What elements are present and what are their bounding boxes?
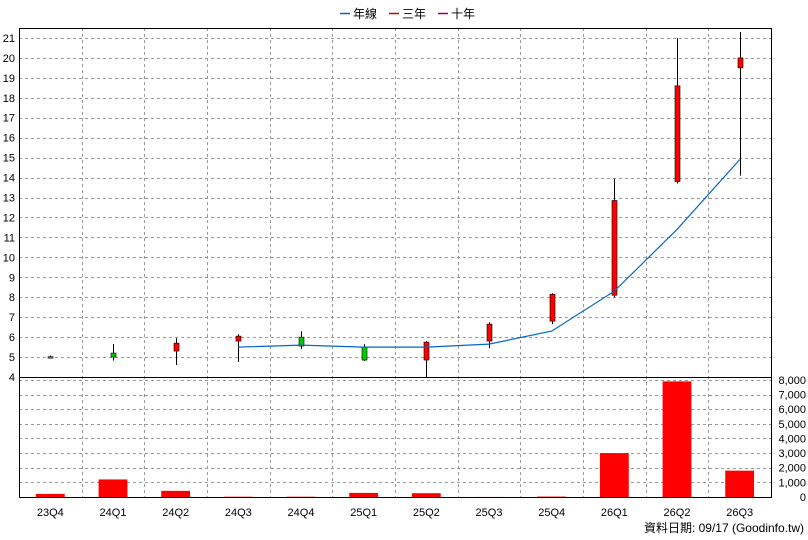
price-tick-label: 21 <box>3 33 15 45</box>
candle-body <box>361 346 368 361</box>
volume-bar <box>349 492 379 497</box>
volume-bar <box>161 490 191 497</box>
price-tick-label: 16 <box>3 133 15 145</box>
legend-label: 三年 <box>402 7 426 21</box>
x-tick-label: 26Q3 <box>726 507 753 519</box>
volume-bar <box>599 453 629 497</box>
price-tick-label: 14 <box>3 173 15 185</box>
volume-bar <box>411 493 441 497</box>
candle-body <box>298 336 305 347</box>
candle-body <box>110 352 117 358</box>
source-footnote: 資料日期: 09/17 (Goodinfo.tw) <box>644 521 804 535</box>
volume-tick-label: 5,000 <box>778 419 806 431</box>
volume-tick-label: 1,000 <box>778 477 806 489</box>
plot-border <box>19 28 772 498</box>
legend-label: 十年 <box>451 7 475 21</box>
price-tick-label: 19 <box>3 73 15 85</box>
volume-axis: 0 1,000 2,000 3,000 4,000 5,000 6,000 7,000 8,00… <box>778 375 806 504</box>
price-tick-label: 17 <box>3 113 15 125</box>
x-tick-label: 24Q1 <box>100 507 127 519</box>
candles <box>47 31 744 378</box>
volume-bars <box>35 381 755 498</box>
price-tick-label: 5 <box>9 352 15 364</box>
x-tick-label: 23Q4 <box>37 507 64 519</box>
x-tick-label: 24Q3 <box>225 507 252 519</box>
price-tick-label: 11 <box>4 232 15 244</box>
x-tick-label: 25Q2 <box>413 507 440 519</box>
price-tick-label: 9 <box>9 272 15 284</box>
x-axis: 23Q4 24Q1 24Q2 24Q3 24Q4 25Q1 25Q2 25Q3 25Q4 26Q1… <box>37 507 753 519</box>
volume-tick-label: 6,000 <box>778 404 806 416</box>
x-tick-label: 25Q4 <box>538 507 565 519</box>
x-tick-label: 24Q4 <box>288 507 315 519</box>
x-tick-label: 26Q2 <box>664 507 691 519</box>
candle-body <box>486 323 493 342</box>
candle-body <box>173 342 180 352</box>
price-tick-label: 4 <box>9 372 15 384</box>
volume-tick-label: 3,000 <box>778 448 806 460</box>
price-tick-label: 6 <box>9 332 15 344</box>
price-tick-label: 15 <box>3 153 15 165</box>
price-axis: 4 5 6 7 8 9 10 11 12 13 14 15 16 17 18 19 20 21 <box>3 33 15 384</box>
candle-body <box>674 85 681 182</box>
volume-bar <box>35 493 65 497</box>
price-tick-label: 8 <box>9 292 15 304</box>
legend-item: 年線 <box>340 6 377 21</box>
volume-bar <box>725 470 755 497</box>
legend-item: 三年 <box>389 7 426 21</box>
ma-line-series <box>238 159 741 348</box>
candle-body <box>737 57 744 69</box>
x-tick-label: 26Q1 <box>601 507 628 519</box>
price-tick-label: 10 <box>3 252 15 264</box>
legend-item: 十年 <box>438 7 475 21</box>
plot-frame <box>19 28 772 498</box>
candle-body <box>611 200 618 296</box>
price-tick-label: 20 <box>3 53 15 65</box>
volume-tick-label: 4,000 <box>778 433 806 445</box>
legend-label: 年線 <box>353 6 377 21</box>
volume-tick-label: 2,000 <box>778 463 806 475</box>
x-tick-label: 25Q3 <box>476 507 503 519</box>
moving-average-lines <box>238 159 741 348</box>
volume-tick-label: 8,000 <box>778 375 806 387</box>
volume-tick-label: 7,000 <box>778 390 806 402</box>
price-tick-label: 13 <box>3 193 15 205</box>
volume-bar <box>98 479 128 497</box>
candle-body <box>235 335 242 342</box>
candle-body <box>549 293 556 322</box>
volume-tick-label: 0 <box>800 492 806 504</box>
price-tick-label: 18 <box>3 93 15 105</box>
price-tick-label: 7 <box>9 312 15 324</box>
price-tick-label: 12 <box>3 212 15 224</box>
candle-body <box>423 341 430 361</box>
candle-body <box>47 356 54 359</box>
x-tick-label: 24Q2 <box>162 507 189 519</box>
grid <box>19 28 771 497</box>
volume-bar <box>662 381 692 497</box>
x-tick-label: 25Q1 <box>350 507 377 519</box>
legend: 年線 三年 十年 <box>340 6 475 21</box>
